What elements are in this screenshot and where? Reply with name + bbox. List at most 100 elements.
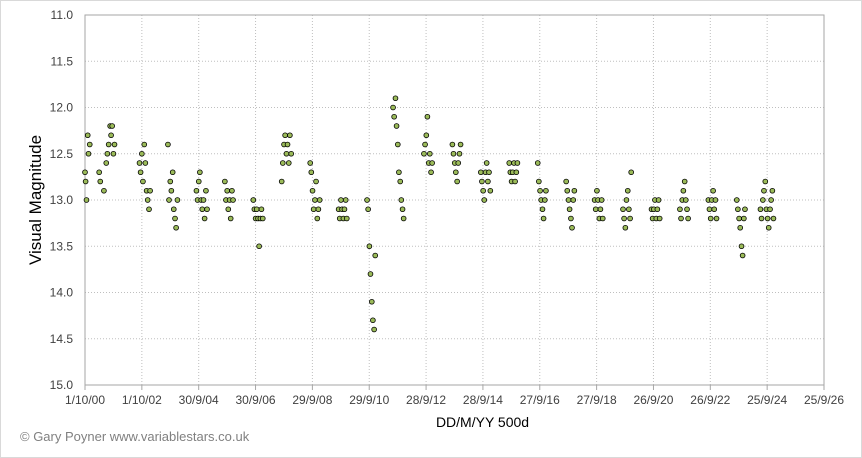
data-point (259, 215, 266, 222)
data-point (514, 160, 521, 166)
data-point (487, 187, 494, 194)
data-point (82, 178, 89, 185)
x-tick-label: 25/9/24 (747, 393, 787, 407)
data-point (392, 95, 399, 102)
data-point (365, 206, 371, 213)
data-point (371, 326, 377, 333)
data-point (486, 169, 492, 176)
data-point (316, 197, 323, 203)
data-point (172, 215, 178, 222)
data-point (758, 215, 765, 222)
data-point (539, 206, 546, 213)
data-point (457, 141, 464, 148)
data-point (170, 206, 177, 213)
y-tick-label: 12.0 (50, 101, 74, 115)
data-point (399, 206, 406, 213)
data-point (282, 132, 288, 139)
data-point (169, 169, 176, 176)
data-point (397, 178, 404, 185)
data-point (656, 215, 663, 222)
data-point (710, 187, 716, 194)
x-tick-label: 1/10/00 (65, 393, 105, 407)
data-point (677, 206, 683, 213)
data-point (565, 197, 572, 203)
data-point (199, 206, 206, 213)
data-point (599, 215, 606, 222)
data-point (564, 187, 571, 194)
data-point (736, 215, 742, 222)
data-point (341, 206, 348, 213)
y-tick-label: 14.5 (50, 332, 74, 346)
data-point (314, 215, 321, 222)
data-point (506, 160, 513, 166)
x-tick-label: 26/9/20 (633, 393, 673, 407)
data-point (285, 160, 292, 166)
data-point (478, 169, 484, 176)
data-point (713, 215, 720, 222)
data-point (400, 215, 407, 222)
data-point (101, 187, 107, 194)
data-point (165, 141, 171, 148)
data-point (534, 160, 541, 166)
data-point (173, 224, 179, 231)
data-point (738, 243, 745, 250)
data-point (390, 104, 396, 111)
data-point (279, 160, 286, 166)
data-point (628, 169, 634, 176)
data-point (684, 206, 690, 213)
data-point (742, 206, 748, 213)
data-point (449, 141, 456, 148)
data-point (369, 298, 375, 305)
data-point (168, 187, 175, 194)
data-point (681, 178, 688, 185)
x-tick-label: 26/9/22 (690, 393, 730, 407)
x-tick-label: 27/9/16 (520, 393, 560, 407)
data-point (536, 178, 542, 185)
data-point (144, 197, 151, 203)
data-point (278, 178, 285, 185)
data-point (623, 197, 630, 203)
data-point (450, 150, 457, 157)
data-point (739, 252, 746, 259)
data-point (485, 178, 491, 185)
data-point (372, 252, 379, 259)
data-point (166, 197, 172, 203)
x-tick-label: 29/9/08 (292, 393, 332, 407)
data-point (706, 206, 713, 213)
data-point (136, 160, 143, 166)
data-point (764, 215, 771, 222)
data-point (678, 215, 684, 222)
data-point (109, 123, 115, 129)
data-point (315, 206, 322, 213)
data-point (620, 206, 626, 213)
y-tick-label: 13.0 (50, 193, 74, 207)
data-point (761, 187, 767, 194)
data-point (366, 243, 373, 250)
data-point (310, 206, 317, 213)
data-point (479, 178, 485, 185)
data-point (370, 317, 376, 324)
x-tick-label: 27/9/18 (577, 393, 617, 407)
data-point (682, 197, 689, 203)
data-point (137, 169, 144, 176)
data-point (85, 150, 92, 157)
data-point (626, 206, 632, 213)
data-point (655, 197, 662, 203)
data-point (193, 187, 200, 194)
data-point (250, 197, 257, 203)
data-point (338, 197, 344, 203)
x-tick-label: 28/9/12 (406, 393, 446, 407)
data-point (222, 178, 228, 185)
x-tick-label: 28/9/14 (463, 393, 503, 407)
data-point (455, 160, 462, 166)
data-point (711, 206, 718, 213)
data-point (569, 224, 575, 231)
data-point (566, 206, 573, 213)
data-point (167, 178, 174, 185)
data-point (680, 187, 687, 194)
data-point (103, 160, 110, 166)
data-point (110, 150, 117, 157)
data-point (84, 132, 91, 139)
data-point (313, 178, 319, 185)
